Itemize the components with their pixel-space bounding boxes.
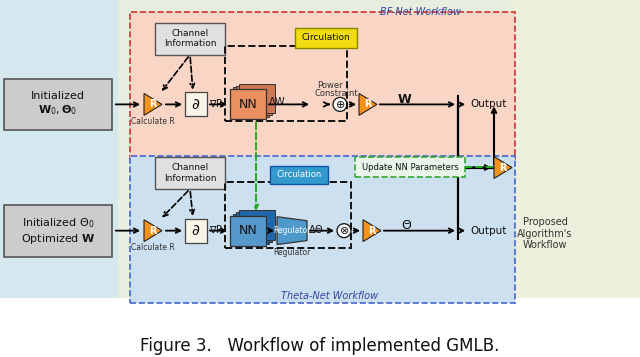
Polygon shape bbox=[494, 157, 512, 178]
Text: $\mathbf{W}$: $\mathbf{W}$ bbox=[397, 93, 413, 106]
Text: R: R bbox=[499, 162, 507, 172]
Text: Calculate R: Calculate R bbox=[131, 243, 175, 252]
Text: R: R bbox=[149, 99, 157, 109]
Text: BF-Net Workflow: BF-Net Workflow bbox=[380, 7, 461, 17]
FancyBboxPatch shape bbox=[155, 23, 225, 55]
Polygon shape bbox=[144, 94, 162, 115]
FancyBboxPatch shape bbox=[233, 87, 269, 117]
Text: Channel
Information: Channel Information bbox=[164, 29, 216, 49]
Text: Constraint: Constraint bbox=[314, 89, 358, 98]
Text: $\nabla$R: $\nabla$R bbox=[209, 224, 224, 235]
FancyBboxPatch shape bbox=[295, 28, 357, 48]
FancyBboxPatch shape bbox=[236, 212, 272, 242]
FancyBboxPatch shape bbox=[155, 157, 225, 189]
Text: Initialized
$\mathbf{W}_0, \mathbf{\Theta}_0$: Initialized $\mathbf{W}_0, \mathbf{\Thet… bbox=[31, 91, 85, 117]
Circle shape bbox=[337, 224, 351, 238]
Text: Channel
Information: Channel Information bbox=[164, 163, 216, 183]
FancyBboxPatch shape bbox=[239, 84, 275, 113]
Text: Regulator: Regulator bbox=[273, 248, 310, 257]
Text: Theta-Net Workflow: Theta-Net Workflow bbox=[282, 291, 379, 301]
Text: $\partial$: $\partial$ bbox=[191, 97, 200, 112]
Text: Initialized $\Theta_0$
Optimized $\mathbf{W}$: Initialized $\Theta_0$ Optimized $\mathb… bbox=[20, 216, 95, 246]
Text: R: R bbox=[364, 99, 372, 109]
FancyBboxPatch shape bbox=[4, 205, 112, 256]
Circle shape bbox=[333, 97, 347, 111]
FancyBboxPatch shape bbox=[230, 90, 266, 119]
Text: Circulation: Circulation bbox=[301, 33, 350, 42]
Text: Calculate R: Calculate R bbox=[131, 117, 175, 126]
Text: Regulator: Regulator bbox=[273, 226, 310, 235]
FancyBboxPatch shape bbox=[118, 0, 510, 298]
Text: $\nabla$R: $\nabla$R bbox=[209, 98, 224, 109]
FancyBboxPatch shape bbox=[270, 166, 328, 184]
Text: Circulation: Circulation bbox=[276, 171, 322, 180]
Text: $\partial$: $\partial$ bbox=[191, 223, 200, 238]
Text: NN: NN bbox=[239, 98, 257, 111]
Text: $\otimes$: $\otimes$ bbox=[339, 225, 349, 236]
Text: $\Theta$: $\Theta$ bbox=[401, 219, 413, 232]
Text: $\oplus$: $\oplus$ bbox=[335, 99, 345, 110]
FancyBboxPatch shape bbox=[185, 92, 207, 116]
Text: Output: Output bbox=[470, 99, 506, 109]
Polygon shape bbox=[359, 94, 377, 115]
FancyBboxPatch shape bbox=[4, 79, 112, 130]
FancyBboxPatch shape bbox=[230, 216, 266, 246]
Text: Proposed
Algorithm's
Workflow: Proposed Algorithm's Workflow bbox=[517, 217, 573, 250]
Polygon shape bbox=[144, 220, 162, 242]
Polygon shape bbox=[277, 217, 307, 245]
FancyBboxPatch shape bbox=[239, 210, 275, 240]
Text: Power: Power bbox=[317, 81, 343, 90]
Polygon shape bbox=[363, 220, 381, 242]
Text: R: R bbox=[149, 226, 157, 236]
FancyBboxPatch shape bbox=[0, 0, 118, 298]
Text: $\Delta\Theta$: $\Delta\Theta$ bbox=[308, 223, 324, 235]
Text: R: R bbox=[368, 226, 376, 236]
FancyBboxPatch shape bbox=[233, 214, 269, 243]
FancyBboxPatch shape bbox=[130, 12, 515, 159]
Text: $\Delta$W: $\Delta$W bbox=[268, 95, 286, 107]
Text: NN: NN bbox=[239, 224, 257, 237]
FancyBboxPatch shape bbox=[510, 0, 640, 298]
Text: Output: Output bbox=[470, 226, 506, 236]
Text: Figure 3.   Workflow of implemented GMLB.: Figure 3. Workflow of implemented GMLB. bbox=[140, 337, 500, 355]
FancyBboxPatch shape bbox=[130, 156, 515, 303]
FancyBboxPatch shape bbox=[236, 85, 272, 115]
FancyBboxPatch shape bbox=[185, 219, 207, 243]
FancyBboxPatch shape bbox=[355, 157, 465, 177]
Text: Update NN Parameters: Update NN Parameters bbox=[362, 162, 458, 171]
